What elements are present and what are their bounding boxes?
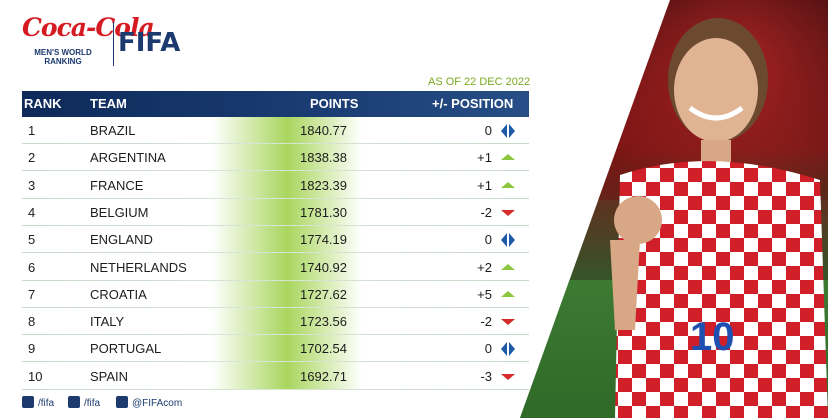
- position-change-cell: +1: [477, 177, 492, 193]
- col-position: +/- POSITION: [432, 96, 514, 111]
- rank-cell: 3: [28, 177, 36, 193]
- points-cell: 1723.56: [300, 314, 347, 330]
- points-cell: 1692.71: [300, 368, 347, 384]
- facebook-handle: /fifa: [38, 398, 55, 409]
- points-highlight-band: [212, 117, 362, 390]
- position-change-cell: +1: [477, 150, 492, 166]
- cocacola-logo: Coca-Cola: [22, 13, 155, 42]
- rank-cell: 7: [28, 286, 36, 302]
- points-cell: 1740.92: [300, 259, 347, 275]
- position-change-cell: -3: [480, 368, 492, 384]
- row-divider: [22, 224, 529, 226]
- col-points: POINTS: [310, 96, 359, 111]
- arrow-down-icon: [498, 308, 516, 335]
- team-cell: NETHERLANDS: [90, 259, 187, 275]
- points-cell: 1702.54: [300, 341, 347, 357]
- instagram-icon: [68, 396, 80, 409]
- rank-cell: 6: [28, 259, 36, 275]
- no-change-icon: [498, 226, 516, 253]
- row-divider: [22, 252, 529, 254]
- team-cell: CROATIA: [90, 286, 147, 302]
- table-row: 4 BELGIUM 1781.30 -2: [22, 199, 529, 226]
- table-row: 3 FRANCE 1823.39 +1: [22, 172, 529, 199]
- team-cell: ARGENTINA: [90, 150, 166, 166]
- table-row: 10 SPAIN 1692.71 -3: [22, 363, 529, 390]
- rank-cell: 10: [28, 368, 43, 384]
- row-divider: [22, 143, 529, 144]
- team-cell: BELGIUM: [90, 204, 149, 220]
- table-header: RANK TEAM POINTS +/- POSITION: [22, 91, 529, 117]
- team-cell: ITALY: [90, 314, 125, 330]
- ranking-subtitle: MEN'S WORLD RANKING: [30, 48, 96, 66]
- points-cell: 1838.38: [300, 150, 347, 166]
- as-of-date: AS OF 22 DEC 2022: [428, 76, 531, 88]
- instagram-handle: /fifa: [84, 398, 101, 409]
- social-facebook[interactable]: /fifa: [22, 396, 54, 412]
- table-row: 9 PORTUGAL 1702.54 0: [22, 335, 529, 363]
- points-cell: 1727.62: [300, 286, 347, 302]
- fifa-logo: FIFA: [118, 28, 181, 58]
- player-photo: 10: [520, 0, 828, 418]
- rank-cell: 9: [28, 341, 36, 357]
- subtitle-line-1: MEN'S WORLD: [34, 48, 92, 57]
- social-twitter[interactable]: @FIFAcom: [116, 396, 182, 412]
- row-divider: [22, 388, 529, 390]
- twitter-handle: @FIFAcom: [132, 398, 183, 409]
- position-change-cell: +2: [477, 259, 492, 275]
- no-change-icon: [498, 335, 516, 362]
- table-row: 8 ITALY 1723.56 -2: [22, 308, 529, 336]
- team-cell: ENGLAND: [90, 232, 153, 248]
- row-divider: [22, 279, 529, 281]
- team-cell: BRAZIL: [90, 123, 136, 138]
- arrow-up-icon: [498, 281, 516, 308]
- row-divider: [22, 197, 529, 199]
- twitter-icon: [116, 396, 128, 409]
- row-divider: [22, 306, 529, 308]
- arrow-down-icon: [498, 363, 516, 390]
- rank-cell: 8: [28, 314, 36, 330]
- position-change-cell: 0: [484, 232, 492, 248]
- svg-text:10: 10: [690, 315, 735, 359]
- table-row: 7 CROATIA 1727.62 +5: [22, 281, 529, 308]
- arrow-up-icon: [498, 144, 516, 171]
- position-change-cell: -2: [480, 204, 492, 220]
- position-change-cell: -2: [480, 314, 492, 330]
- rank-cell: 4: [28, 204, 36, 220]
- rank-cell: 5: [28, 232, 36, 248]
- points-cell: 1840.77: [300, 123, 347, 138]
- no-change-icon: [498, 117, 516, 144]
- team-cell: SPAIN: [90, 368, 129, 384]
- points-cell: 1781.30: [300, 204, 347, 220]
- team-cell: PORTUGAL: [90, 341, 162, 357]
- rank-cell: 2: [28, 150, 36, 166]
- social-instagram[interactable]: /fifa: [68, 396, 100, 412]
- row-divider: [22, 334, 529, 336]
- position-change-cell: 0: [484, 341, 492, 357]
- table-row: 2 ARGENTINA 1838.38 +1: [22, 144, 529, 172]
- rank-cell: 1: [28, 123, 36, 138]
- subtitle-line-2: RANKING: [44, 57, 82, 66]
- facebook-icon: [22, 396, 34, 409]
- arrow-up-icon: [498, 254, 516, 281]
- position-change-cell: +5: [477, 286, 492, 302]
- table-row: 5 ENGLAND 1774.19 0: [22, 226, 529, 254]
- player-figure: 10: [610, 18, 828, 418]
- logo-divider: [113, 22, 114, 66]
- points-cell: 1823.39: [300, 177, 347, 193]
- col-rank: RANK: [24, 96, 62, 111]
- row-divider: [22, 361, 529, 363]
- position-change-cell: 0: [484, 123, 492, 138]
- arrow-down-icon: [498, 199, 516, 226]
- points-cell: 1774.19: [300, 232, 347, 248]
- team-cell: FRANCE: [90, 177, 144, 193]
- arrow-up-icon: [498, 172, 516, 199]
- table-row: 1 BRAZIL 1840.77 0: [22, 117, 529, 144]
- col-team: TEAM: [90, 96, 127, 111]
- row-divider: [22, 170, 529, 172]
- table-row: 6 NETHERLANDS 1740.92 +2: [22, 254, 529, 281]
